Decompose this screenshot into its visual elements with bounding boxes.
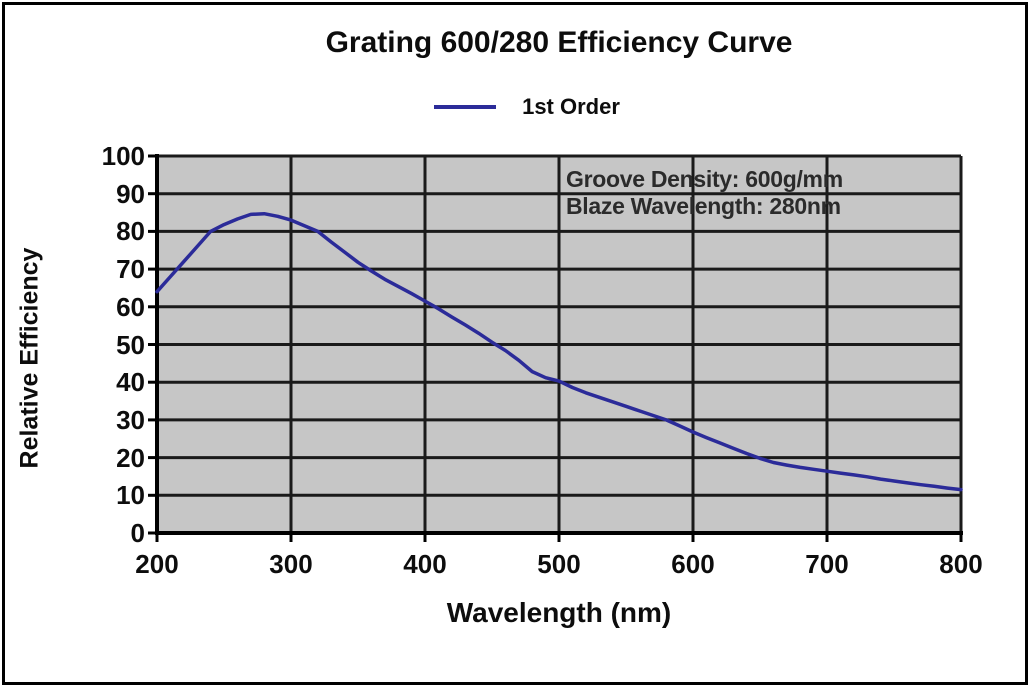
legend-line-swatch [434,105,497,109]
x-tick-label: 400 [403,549,447,579]
y-tick-label: 60 [116,291,145,322]
y-tick-label: 40 [116,367,145,398]
y-tick-label: 30 [116,404,145,435]
y-tick-label: 0 [130,518,145,548]
y-tick-label: 80 [116,216,145,247]
y-tick-label: 100 [101,141,145,171]
efficiency-curve [155,211,963,492]
x-tick-label: 200 [135,549,179,579]
x-tick-label: 300 [269,549,313,579]
legend: 1st Order [157,94,897,120]
x-tick-label: 600 [671,549,715,579]
x-axis-title: Wavelength (nm) [446,597,672,628]
y-tick-label: 20 [116,442,145,473]
y-tick-label: 70 [116,254,145,285]
blaze-wavelength-text: Blaze Wavelength: 280nm [566,193,841,219]
x-tick-label: 700 [805,549,849,579]
groove-density-text: Groove Density: 600g/mm [566,166,843,192]
y-tick-label: 10 [116,480,145,511]
y-axis-title: Relative Efficiency [15,247,44,469]
y-tick-label: 90 [116,178,145,209]
x-tick-label: 800 [939,549,983,579]
x-tick-label: 500 [537,549,581,579]
plot-annotation: Groove Density: 600g/mm Blaze Wavelength… [566,166,843,220]
legend-label: 1st Order [522,94,620,119]
chart-title: Grating 600/280 Efficiency Curve [325,26,793,59]
y-tick-label: 50 [116,329,145,360]
